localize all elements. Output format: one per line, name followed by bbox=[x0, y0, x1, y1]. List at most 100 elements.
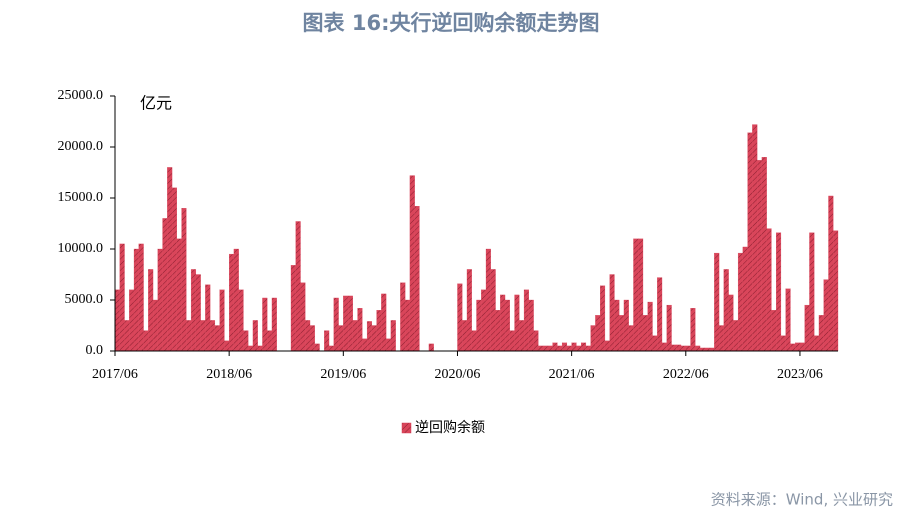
y-tick-label: 15000.0 bbox=[58, 190, 104, 205]
x-tick-label: 2023/06 bbox=[777, 367, 823, 382]
bar bbox=[376, 310, 382, 352]
bar bbox=[676, 344, 682, 352]
bar bbox=[300, 282, 306, 352]
bar bbox=[728, 294, 734, 352]
bar bbox=[357, 308, 363, 352]
bar bbox=[495, 310, 501, 352]
bar bbox=[148, 269, 154, 352]
bar bbox=[737, 252, 744, 352]
bar bbox=[271, 297, 277, 352]
bar bbox=[485, 248, 491, 352]
bar bbox=[257, 345, 263, 352]
bar bbox=[143, 330, 149, 352]
bar bbox=[652, 335, 658, 352]
bar bbox=[647, 301, 653, 352]
bar bbox=[742, 246, 748, 352]
bar bbox=[200, 320, 206, 352]
x-tick-label: 2019/06 bbox=[320, 367, 366, 382]
bar bbox=[233, 248, 239, 352]
bar bbox=[481, 289, 487, 352]
bar bbox=[604, 340, 610, 352]
bar bbox=[133, 248, 139, 352]
bar bbox=[181, 208, 187, 352]
bar bbox=[795, 342, 801, 352]
bar bbox=[243, 330, 249, 352]
bar bbox=[124, 320, 130, 352]
bar bbox=[671, 344, 677, 352]
bar bbox=[157, 248, 163, 352]
y-tick-label: 5000.0 bbox=[65, 292, 104, 307]
bar bbox=[718, 325, 724, 352]
bar bbox=[628, 325, 634, 352]
bar bbox=[619, 315, 625, 352]
bar bbox=[162, 218, 168, 352]
bar bbox=[623, 299, 629, 352]
bar bbox=[504, 299, 510, 352]
bar bbox=[714, 252, 720, 352]
bar bbox=[333, 297, 339, 352]
bar bbox=[519, 320, 525, 352]
bar bbox=[528, 299, 534, 352]
bar bbox=[766, 228, 772, 352]
bar bbox=[209, 320, 216, 352]
x-tick-label: 2021/06 bbox=[549, 367, 595, 382]
bar bbox=[466, 269, 472, 352]
bar bbox=[723, 269, 729, 352]
bar bbox=[657, 277, 663, 352]
bar bbox=[219, 289, 225, 352]
bar bbox=[457, 283, 463, 352]
bar bbox=[305, 320, 311, 352]
bar bbox=[205, 284, 211, 352]
bar bbox=[833, 230, 839, 352]
bar bbox=[385, 338, 392, 352]
bar bbox=[761, 157, 767, 352]
bar bbox=[224, 340, 230, 352]
bar bbox=[733, 320, 739, 352]
bar bbox=[828, 195, 834, 352]
bar bbox=[818, 315, 824, 352]
bar bbox=[371, 325, 377, 352]
bar bbox=[590, 325, 596, 352]
bar bbox=[595, 315, 601, 352]
bar bbox=[295, 221, 301, 352]
x-tick-label: 2017/06 bbox=[92, 367, 138, 382]
bar bbox=[609, 274, 615, 352]
bar bbox=[804, 304, 810, 352]
bar bbox=[500, 294, 506, 352]
bar bbox=[471, 330, 477, 352]
bar bbox=[290, 265, 296, 352]
unit-label: 亿元 bbox=[140, 94, 172, 113]
bar bbox=[238, 289, 244, 352]
bar bbox=[409, 175, 415, 352]
bar bbox=[229, 253, 235, 352]
bar bbox=[428, 343, 434, 352]
bar bbox=[780, 335, 786, 352]
bar bbox=[814, 335, 820, 352]
bar bbox=[152, 299, 158, 352]
bar bbox=[338, 325, 344, 352]
source: 资料来源：Wind, 兴业研究 bbox=[711, 491, 893, 509]
bar bbox=[214, 325, 220, 352]
bar bbox=[823, 279, 829, 352]
bar bbox=[176, 238, 182, 352]
bar bbox=[661, 342, 667, 352]
bar bbox=[642, 315, 648, 352]
bar bbox=[633, 238, 639, 352]
bar bbox=[343, 295, 349, 352]
legend-swatch bbox=[401, 422, 412, 434]
y-tick-label: 10000.0 bbox=[58, 241, 104, 256]
bar bbox=[799, 342, 805, 352]
bar bbox=[747, 132, 753, 352]
y-tick-label: 25000.0 bbox=[58, 88, 104, 103]
bar bbox=[190, 269, 197, 352]
bar bbox=[366, 321, 373, 352]
bar bbox=[585, 345, 591, 352]
bar bbox=[138, 243, 144, 352]
bar bbox=[490, 269, 496, 352]
bar bbox=[580, 342, 587, 352]
bar bbox=[514, 294, 520, 352]
bar bbox=[186, 320, 192, 352]
bar bbox=[390, 320, 396, 352]
bar bbox=[685, 345, 691, 352]
